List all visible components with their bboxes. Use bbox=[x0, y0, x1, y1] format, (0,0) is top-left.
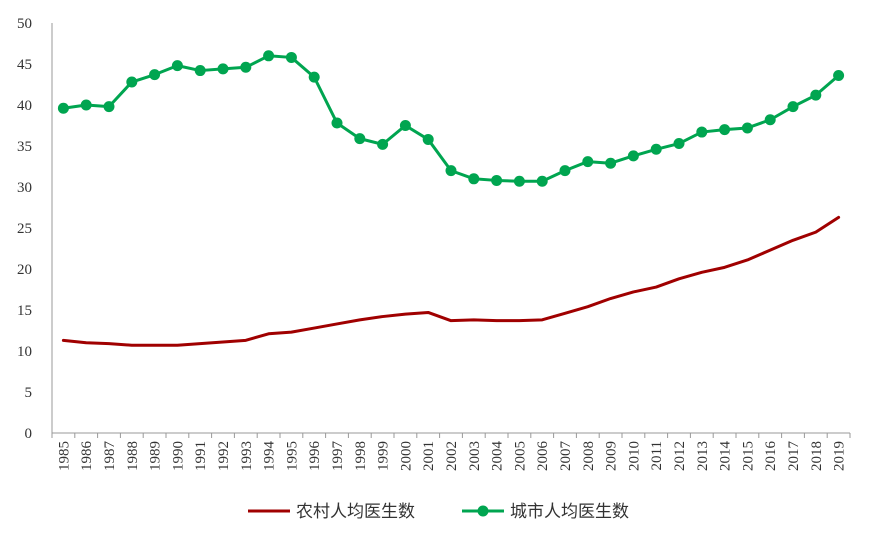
series-2-point bbox=[171, 60, 183, 72]
x-tick-label: 1999 bbox=[376, 441, 392, 471]
series-1 bbox=[61, 215, 841, 347]
series-2-point bbox=[468, 173, 480, 185]
x-tick-label: 2018 bbox=[809, 441, 825, 471]
x-tick-label: 2010 bbox=[626, 441, 642, 471]
x-tick-label: 2011 bbox=[649, 441, 665, 470]
x-tick-label: 1997 bbox=[330, 441, 346, 472]
series-2-point bbox=[559, 165, 571, 177]
series-2-point bbox=[285, 51, 297, 63]
series-2-point bbox=[399, 120, 411, 131]
series-2-point bbox=[126, 76, 138, 88]
x-tick-label: 1991 bbox=[193, 441, 209, 471]
legend-item-2: 城市人均医生数 bbox=[462, 502, 629, 522]
x-tick-label: 1998 bbox=[353, 441, 369, 471]
series-2-point bbox=[80, 99, 92, 111]
x-tick-label: 2019 bbox=[832, 441, 848, 471]
series-2-line bbox=[61, 54, 841, 183]
y-tick-label: 0 bbox=[25, 426, 33, 442]
series-2-point bbox=[764, 114, 776, 126]
series-2-point bbox=[308, 71, 320, 83]
series-2 bbox=[57, 50, 845, 187]
x-tick-label: 2014 bbox=[718, 441, 734, 472]
series-2-point bbox=[605, 157, 617, 169]
series-2-point bbox=[263, 50, 275, 62]
x-tick-label: 2003 bbox=[467, 441, 483, 471]
x-tick-label: 1987 bbox=[102, 441, 118, 472]
series-2-point bbox=[445, 165, 457, 177]
x-tick-label: 1990 bbox=[170, 441, 186, 471]
series-2-point bbox=[103, 101, 115, 113]
x-tick-label: 2008 bbox=[581, 441, 597, 471]
x-tick-label: 2016 bbox=[763, 441, 779, 472]
x-tick-label: 1993 bbox=[239, 441, 255, 471]
x-tick-label: 1989 bbox=[148, 441, 164, 471]
series-2-point bbox=[536, 175, 548, 187]
series-area bbox=[57, 50, 845, 347]
y-tick-label: 45 bbox=[17, 57, 32, 73]
x-tick-label: 1995 bbox=[284, 441, 300, 471]
x-tick-label: 1988 bbox=[125, 441, 141, 471]
x-tick-label: 1986 bbox=[79, 441, 95, 472]
x-tick-label: 2005 bbox=[512, 441, 528, 471]
y-tick-label: 5 bbox=[25, 385, 33, 401]
series-2-point bbox=[354, 133, 366, 145]
x-tick-label: 2009 bbox=[604, 441, 620, 471]
y-tick-label: 20 bbox=[17, 262, 32, 278]
x-tick-label: 1992 bbox=[216, 441, 232, 471]
y-tick-label: 25 bbox=[17, 221, 32, 237]
y-axis: 0 5 10 15 20 25 30 35 40 45 50 bbox=[17, 16, 53, 442]
series-2-point bbox=[833, 69, 845, 81]
series-2-point bbox=[582, 156, 594, 168]
x-tick-label: 2000 bbox=[398, 441, 414, 471]
legend-label: 农村人均医生数 bbox=[296, 502, 415, 522]
series-2-point bbox=[650, 143, 662, 155]
legend-label: 城市人均医生数 bbox=[510, 502, 629, 522]
y-tick-label: 40 bbox=[17, 98, 32, 114]
series-1-line bbox=[61, 215, 841, 347]
y-tick-label: 30 bbox=[17, 180, 32, 196]
y-tick-label: 50 bbox=[17, 16, 32, 32]
series-2-point bbox=[719, 124, 731, 136]
x-axis: 1985 1986 1987 1988 1989 1990 1991 1992 1993 1994… bbox=[51, 432, 851, 472]
series-2-point bbox=[810, 89, 822, 101]
series-2-point bbox=[331, 117, 343, 129]
series-2-point bbox=[240, 61, 252, 73]
x-tick-label: 2006 bbox=[535, 441, 551, 472]
legend-item-1: 农村人均医生数 bbox=[248, 502, 415, 522]
series-2-point bbox=[627, 150, 639, 162]
x-tick-label: 2007 bbox=[558, 441, 574, 472]
series-2-point bbox=[217, 63, 229, 75]
series-2-point bbox=[787, 101, 799, 113]
legend: 农村人均医生数 城市人均医生数 bbox=[248, 502, 629, 522]
series-2-point bbox=[377, 138, 389, 150]
series-2-point bbox=[149, 69, 161, 81]
x-tick-label: 2015 bbox=[740, 441, 756, 471]
x-tick-label: 1994 bbox=[262, 441, 278, 472]
series-2-point bbox=[491, 174, 503, 186]
y-tick-label: 10 bbox=[17, 344, 32, 360]
series-2-point bbox=[696, 126, 708, 138]
series-2-point bbox=[194, 65, 206, 77]
series-2-point bbox=[513, 175, 525, 187]
x-tick-label: 2004 bbox=[490, 440, 506, 471]
x-tick-label: 2002 bbox=[444, 441, 460, 471]
x-tick-label: 1996 bbox=[307, 441, 323, 472]
series-2-point bbox=[673, 138, 685, 150]
series-2-point bbox=[422, 133, 434, 145]
x-tick-label: 2001 bbox=[421, 441, 437, 471]
y-tick-label: 15 bbox=[17, 303, 32, 319]
series-2-point bbox=[741, 122, 753, 134]
x-tick-label: 2017 bbox=[786, 441, 802, 472]
series-2-point bbox=[57, 102, 69, 114]
x-tick-label: 2012 bbox=[672, 441, 688, 471]
x-tick-label: 2013 bbox=[695, 441, 711, 471]
x-tick-label: 1985 bbox=[56, 441, 72, 471]
y-tick-label: 35 bbox=[17, 139, 32, 155]
legend-marker bbox=[477, 505, 489, 517]
